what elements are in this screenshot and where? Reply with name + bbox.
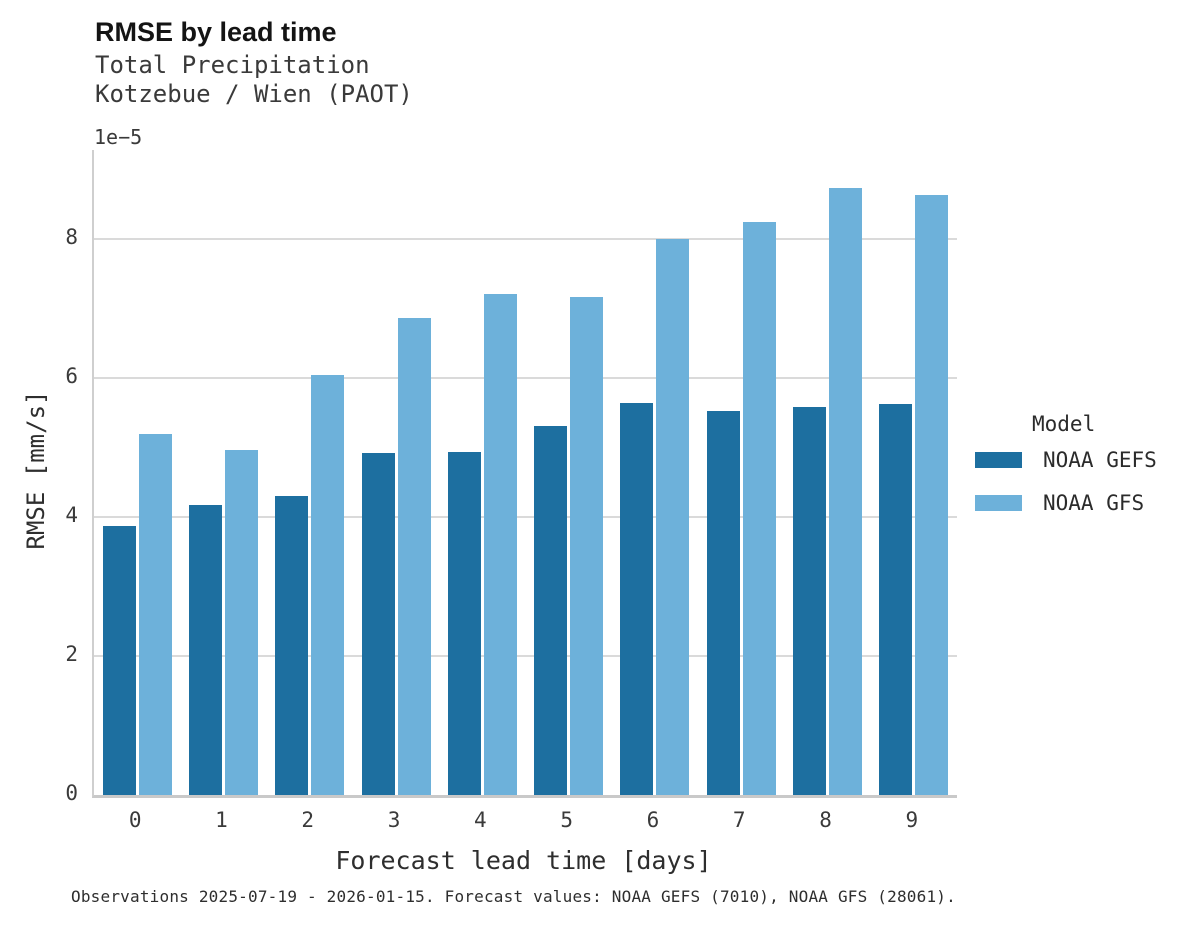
legend-title: Model	[1032, 412, 1096, 436]
x-tick-2: 2	[301, 808, 315, 832]
y-tick-8: 8	[65, 224, 78, 249]
bar-noaa-gfs-lead-8	[829, 188, 863, 795]
bar-noaa-gefs-lead-4	[447, 452, 481, 795]
bar-noaa-gfs-lead-3	[397, 318, 431, 795]
y-tick-4: 4	[65, 502, 78, 527]
x-tick-3: 3	[387, 808, 401, 832]
y-tick-6: 6	[65, 363, 78, 388]
y-axis-offset-label: 1e−5	[94, 125, 143, 149]
bar-noaa-gefs-lead-2	[275, 496, 309, 795]
x-tick-7: 7	[732, 808, 746, 832]
x-tick-5: 5	[560, 808, 573, 832]
gridline-y-2	[94, 655, 957, 657]
x-tick-0: 0	[128, 808, 142, 832]
bar-noaa-gefs-lead-8	[793, 407, 827, 795]
chart-subtitle-location: Kotzebue / Wien (PAOT)	[95, 80, 413, 108]
legend-swatch-icon	[975, 452, 1022, 468]
x-tick-1: 1	[215, 808, 228, 832]
bar-noaa-gfs-lead-5	[570, 296, 604, 795]
gridline-y-6	[94, 376, 957, 379]
bar-noaa-gefs-lead-3	[361, 453, 395, 795]
bar-noaa-gefs-lead-5	[534, 425, 568, 795]
bar-noaa-gfs-lead-0	[138, 434, 172, 795]
legend: Model NOAA GEFS NOAA GFS	[975, 412, 1195, 534]
legend-label: NOAA GFS	[1043, 491, 1145, 515]
legend-item-noaa-gfs: NOAA GFS	[975, 491, 1195, 515]
bar-noaa-gefs-lead-0	[102, 526, 136, 795]
x-tick-9: 9	[905, 808, 919, 832]
bar-noaa-gfs-lead-2	[311, 375, 345, 795]
y-tick-2: 2	[65, 641, 78, 666]
legend-item-noaa-gefs: NOAA GEFS	[975, 448, 1195, 472]
chart-subtitle-variable: Total Precipitation	[95, 51, 370, 79]
x-tick-6: 6	[646, 808, 660, 832]
x-tick-4: 4	[474, 808, 487, 832]
bar-noaa-gefs-lead-7	[706, 410, 740, 795]
gridline-y-8	[94, 237, 957, 240]
x-axis-label: Forecast lead time [days]	[335, 846, 712, 875]
y-tick-0: 0	[65, 781, 78, 805]
footnote: Observations 2025-07-19 - 2026-01-15. Fo…	[71, 887, 956, 906]
legend-swatch-icon	[975, 495, 1022, 511]
chart-title: RMSE by lead time	[95, 17, 337, 47]
bar-noaa-gfs-lead-9	[915, 195, 949, 795]
x-tick-8: 8	[819, 808, 832, 832]
gridline-y-4	[94, 515, 957, 518]
bar-noaa-gefs-lead-1	[188, 505, 222, 795]
plot-area	[92, 150, 957, 798]
bar-noaa-gfs-lead-1	[224, 449, 258, 795]
bar-noaa-gfs-lead-6	[656, 238, 690, 795]
bar-noaa-gefs-lead-9	[879, 403, 913, 795]
legend-items: NOAA GEFS NOAA GFS	[975, 448, 1195, 515]
bar-noaa-gfs-lead-7	[742, 222, 776, 795]
legend-label: NOAA GEFS	[1043, 448, 1157, 472]
bar-noaa-gefs-lead-6	[620, 403, 654, 795]
bar-noaa-gfs-lead-4	[483, 293, 517, 795]
